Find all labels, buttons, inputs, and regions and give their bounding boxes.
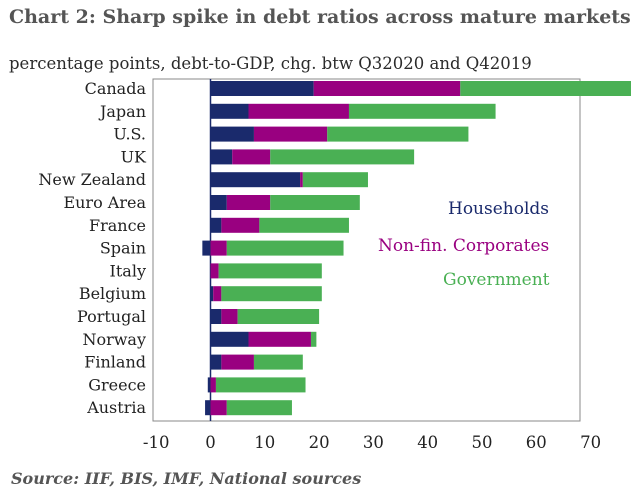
- category-label: Euro Area: [63, 193, 146, 212]
- bar-uk-government: [270, 149, 415, 165]
- x-tick-label: 30: [363, 433, 384, 452]
- chart-source: Source: IIF, BIS, IMF, National sources: [11, 469, 362, 488]
- bar-japan-non-fin-corporates: [248, 103, 349, 119]
- bar-new-zealand-government: [302, 172, 368, 188]
- bar-u-s--households: [210, 126, 254, 142]
- category-label: Finland: [84, 353, 146, 372]
- bar-austria-government: [226, 400, 292, 416]
- category-label: Norway: [82, 330, 146, 349]
- bar-euro-area-government: [270, 195, 360, 210]
- bar-norway-non-fin-corporates: [248, 331, 311, 347]
- bar-japan-households: [210, 103, 249, 119]
- bar-spain-households: [202, 240, 211, 256]
- bar-euro-area-non-fin-corporates: [226, 195, 271, 210]
- bar-france-government: [259, 217, 349, 233]
- bar-new-zealand-households: [210, 172, 301, 188]
- x-tick-label: 10: [254, 433, 275, 452]
- bar-belgium-households: [210, 286, 214, 302]
- bar-portugal-government: [237, 309, 320, 324]
- bar-greece-households: [207, 377, 211, 393]
- bar-belgium-government: [221, 286, 322, 302]
- bar-spain-government: [226, 240, 344, 256]
- bar-new-zealand-non-fin-corporates: [300, 172, 303, 188]
- x-tick-label: 70: [580, 433, 601, 452]
- bar-portugal-non-fin-corporates: [221, 309, 238, 324]
- bar-belgium-non-fin-corporates: [213, 286, 222, 302]
- category-label: Greece: [88, 375, 146, 394]
- legend-entry: Government: [443, 270, 550, 290]
- bar-portugal-households: [210, 309, 222, 324]
- category-label: Portugal: [77, 307, 146, 326]
- bar-italy-non-fin-corporates: [210, 263, 219, 279]
- x-tick-label: 50: [472, 433, 493, 452]
- bar-finland-households: [210, 354, 222, 370]
- category-label: Austria: [86, 398, 146, 417]
- x-tick-label: 0: [205, 433, 216, 452]
- category-label: Japan: [98, 102, 146, 121]
- bar-uk-households: [210, 149, 233, 165]
- category-label: U.S.: [113, 125, 146, 144]
- legend-entry: Households: [448, 199, 549, 219]
- bar-canada-households: [210, 81, 314, 96]
- bar-finland-government: [253, 354, 303, 370]
- bar-spain-non-fin-corporates: [210, 240, 227, 256]
- bar-canada-government: [460, 81, 631, 96]
- bar-uk-non-fin-corporates: [232, 149, 271, 165]
- category-label: New Zealand: [38, 170, 146, 189]
- category-label: France: [89, 216, 146, 235]
- legend-entry: Non-fin. Corporates: [378, 236, 549, 256]
- bar-canada-non-fin-corporates: [313, 81, 461, 96]
- chart-title: Chart 2: Sharp spike in debt ratios acro…: [9, 6, 631, 28]
- chart-subtitle: percentage points, debt-to-GDP, chg. btw…: [9, 54, 532, 73]
- bar-italy-government: [218, 263, 322, 279]
- bar-norway-households: [210, 331, 249, 347]
- category-label: Italy: [110, 261, 146, 280]
- bar-france-non-fin-corporates: [221, 217, 260, 233]
- bar-euro-area-households: [210, 195, 227, 210]
- category-label: Spain: [100, 239, 146, 258]
- bar-greece-non-fin-corporates: [210, 377, 216, 393]
- bar-norway-government: [310, 331, 317, 347]
- category-label: UK: [121, 147, 147, 166]
- bar-austria-non-fin-corporates: [210, 400, 227, 416]
- bar-u-s--non-fin-corporates: [253, 126, 328, 142]
- bar-greece-government: [215, 377, 306, 393]
- x-tick-label: 60: [526, 433, 547, 452]
- bar-france-households: [210, 217, 222, 233]
- bar-u-s--government: [327, 126, 469, 142]
- x-tick-label: -10: [143, 433, 170, 452]
- category-label: Belgium: [79, 284, 146, 303]
- bar-austria-households: [205, 400, 211, 416]
- bar-japan-government: [348, 103, 496, 119]
- bar-finland-non-fin-corporates: [221, 354, 254, 370]
- category-label: Canada: [85, 79, 147, 98]
- x-tick-label: 40: [417, 433, 438, 452]
- plot-area: [152, 78, 581, 422]
- x-tick-label: 20: [309, 433, 330, 452]
